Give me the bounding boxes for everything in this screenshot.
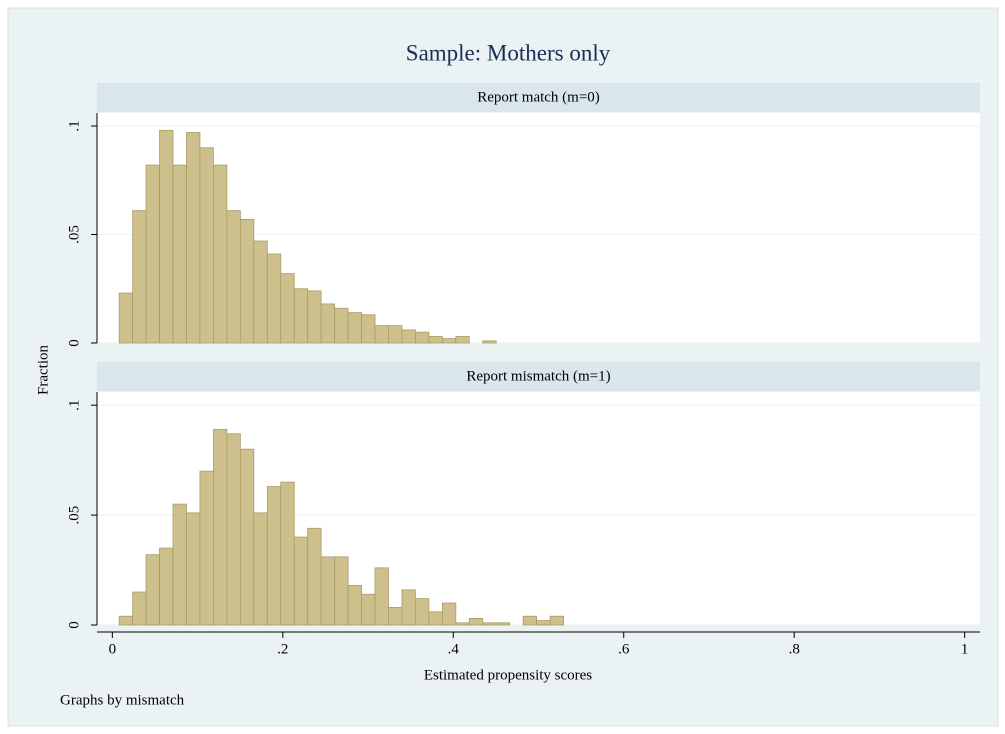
bar [186,512,201,626]
bar [415,331,430,344]
bar [374,567,389,626]
bar [199,470,214,626]
y-tick-label: 0 [66,621,82,629]
bar [226,433,241,626]
x-tick-label: .6 [618,641,630,657]
bar [253,240,268,344]
bar [293,288,309,344]
bar [468,618,484,626]
bar [320,303,336,344]
bar [186,132,201,344]
chart-title: Sample: Mothers only [406,40,611,65]
bar [522,615,538,626]
x-tick-label: .2 [277,641,288,657]
bar [334,307,349,344]
x-tick-label: 1 [961,641,969,657]
bar [199,147,214,344]
panel-header [97,83,980,112]
bar [334,556,349,626]
bar [428,336,443,344]
bar [239,448,255,626]
bar [266,253,282,344]
bar [172,503,187,626]
bar [441,338,457,344]
note: Graphs by mismatch [60,692,185,708]
bar [280,273,295,344]
bar [159,129,174,344]
bar [401,589,416,626]
bar [320,556,336,626]
bar [307,527,322,626]
bar [307,290,322,344]
bar [253,512,268,626]
y-tick-label: .1 [66,120,82,131]
bar [361,593,376,626]
bar [145,164,160,344]
y-axis-label: Fraction [35,345,51,395]
x-tick-label: 0 [109,641,117,657]
panel-title: Report match (m=0) [477,89,600,105]
bar [536,620,551,626]
bar [361,314,376,344]
x-tick-label: .4 [448,641,460,657]
bar [118,292,134,344]
bar [293,536,309,626]
bar [132,591,147,626]
bar [441,602,457,626]
bar [482,622,497,626]
bar [213,428,228,626]
y-tick-label: .05 [66,506,82,525]
y-tick-label: .05 [66,225,82,244]
bar [388,325,403,344]
bar [455,622,470,626]
bar [280,481,295,626]
bar [213,164,228,344]
bar [266,486,282,626]
bar [118,615,134,626]
bar [239,218,255,344]
bar [482,340,497,344]
y-tick-label: .1 [66,400,82,411]
bar [226,210,241,344]
bar [132,210,147,344]
panel-header [97,362,980,391]
bar [172,164,187,344]
bar [347,312,362,344]
bar [347,585,362,626]
bar [159,547,174,626]
panel-title: Report mismatch (m=1) [466,368,610,384]
bar [374,325,389,344]
y-tick-label: 0 [66,339,82,347]
bar [401,329,416,344]
bar [145,554,160,626]
bar [455,336,470,344]
x-tick-label: .8 [789,641,800,657]
bar [428,611,443,626]
x-axis-label: Estimated propensity scores [424,667,592,683]
bar [388,607,403,626]
bar [415,598,430,626]
bar [549,615,564,626]
bar [495,622,511,626]
